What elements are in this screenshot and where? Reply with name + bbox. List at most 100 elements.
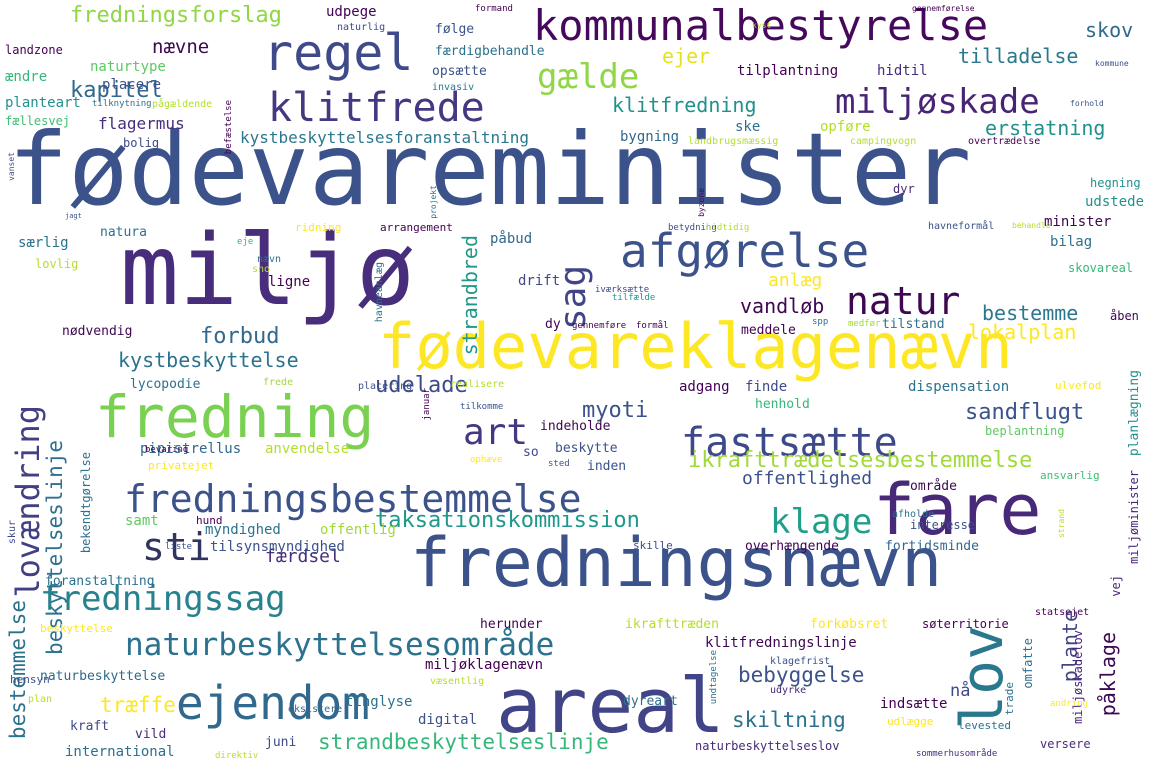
word: minister <box>1044 214 1112 230</box>
word: kraft <box>70 719 110 734</box>
word: tilladelse <box>958 44 1079 68</box>
word: klitfredning <box>612 93 757 117</box>
word: havneanlæg <box>374 262 385 323</box>
word: klagefrist <box>770 656 831 667</box>
word: privatejet <box>148 459 215 472</box>
word: afholde <box>892 509 935 520</box>
word: erstatning <box>985 116 1106 140</box>
word: fødevareklagenævn <box>378 310 1013 383</box>
word: naturbeskyttelse <box>40 669 166 684</box>
word: kommune <box>1095 59 1129 68</box>
word: plan <box>28 694 53 705</box>
word: skov <box>1085 18 1134 42</box>
word: nævn <box>257 254 282 265</box>
word: skur <box>7 520 18 545</box>
word: område <box>910 479 957 494</box>
word: andring <box>1050 699 1088 709</box>
word: foranstaltning <box>45 574 155 589</box>
word: dispensation <box>908 379 1010 395</box>
word: spp <box>812 317 829 327</box>
word: søterritorie <box>922 617 1009 631</box>
word: meddele <box>741 323 796 338</box>
word: adgang <box>679 379 730 395</box>
word: klage <box>770 502 873 542</box>
word: udlægge <box>887 715 934 728</box>
word: naturbeskyttelsesområde <box>125 627 555 663</box>
word: fredningssag <box>40 579 286 619</box>
word: fredning <box>95 383 375 451</box>
word: opføre <box>820 119 871 135</box>
word: sommerhusområde <box>916 749 998 759</box>
word: invasiv <box>432 82 475 93</box>
word: lokalplan <box>968 320 1077 344</box>
word: sted <box>548 459 570 469</box>
word: vej <box>1109 575 1123 597</box>
word: miljøklagenævn <box>425 657 544 673</box>
word: bekendtgørelse <box>79 452 93 554</box>
word: nævne <box>152 36 210 58</box>
word: åben <box>1110 309 1139 323</box>
word: januar <box>422 388 432 421</box>
word: direktiv <box>215 751 259 761</box>
word: naturlig <box>337 22 386 33</box>
word: fredningsnævn <box>410 524 943 603</box>
word: placering <box>358 381 413 392</box>
word: gælde <box>537 57 640 97</box>
word: overhængende <box>745 539 839 554</box>
word: ligne <box>268 274 311 290</box>
word: tinglyse <box>345 694 413 710</box>
word: iværksætte <box>595 285 650 295</box>
word: samt <box>125 513 159 529</box>
word: ansvarlig <box>1040 469 1100 482</box>
word: sandflugt <box>965 400 1085 425</box>
word: areal <box>496 661 725 750</box>
word: anvendelse <box>265 441 350 457</box>
word: miljøskade <box>835 82 1040 122</box>
word: undtagelse <box>709 650 719 705</box>
word: flagermus <box>98 114 185 133</box>
word: strandbeskyttelseslinje <box>318 730 609 754</box>
word: klitfrede <box>268 85 485 131</box>
word: indeholde <box>540 419 611 434</box>
word: digital <box>418 712 478 728</box>
word: miljø <box>120 214 416 328</box>
word: art <box>463 412 529 453</box>
word: dy <box>545 317 561 332</box>
word: beskytte <box>555 441 618 456</box>
word: bestemme <box>982 301 1079 325</box>
word: vandløb <box>740 294 825 318</box>
word: fare <box>873 469 1042 551</box>
word: formål <box>636 321 669 331</box>
word: vild <box>135 727 167 742</box>
word: gennemførelse <box>912 4 975 13</box>
word: tilknytning <box>92 99 152 109</box>
word: henhold <box>755 397 810 412</box>
word: påbud <box>490 231 533 247</box>
word: bilag <box>1050 234 1093 250</box>
word: ske <box>735 119 761 135</box>
word: byzone <box>697 188 706 217</box>
word: skiltning <box>732 708 846 732</box>
word: færdsel <box>265 546 341 567</box>
word: regel <box>263 24 414 82</box>
word: dyr <box>893 182 915 196</box>
word: offentlig <box>320 522 396 538</box>
word: hegning <box>1090 176 1141 190</box>
word: ikrafttrædelsesbestemmelse <box>688 448 1033 473</box>
word: beskyttelse <box>40 622 113 635</box>
word: jagt <box>65 212 82 220</box>
word: tilplantning <box>737 63 839 79</box>
word: miljøskadelov <box>1071 630 1085 724</box>
word: statsejet <box>1035 607 1090 618</box>
word: opsætte <box>432 64 487 79</box>
word: natura <box>100 225 147 240</box>
word: formand <box>475 4 513 14</box>
word: realisere <box>450 379 505 390</box>
word: beplantning <box>985 424 1065 438</box>
word: bygning <box>620 129 680 145</box>
word: herunder <box>480 617 543 632</box>
word: sti <box>142 525 211 569</box>
word: international <box>65 744 175 760</box>
word: udyrke <box>770 685 807 696</box>
word: påklage <box>1096 632 1120 717</box>
